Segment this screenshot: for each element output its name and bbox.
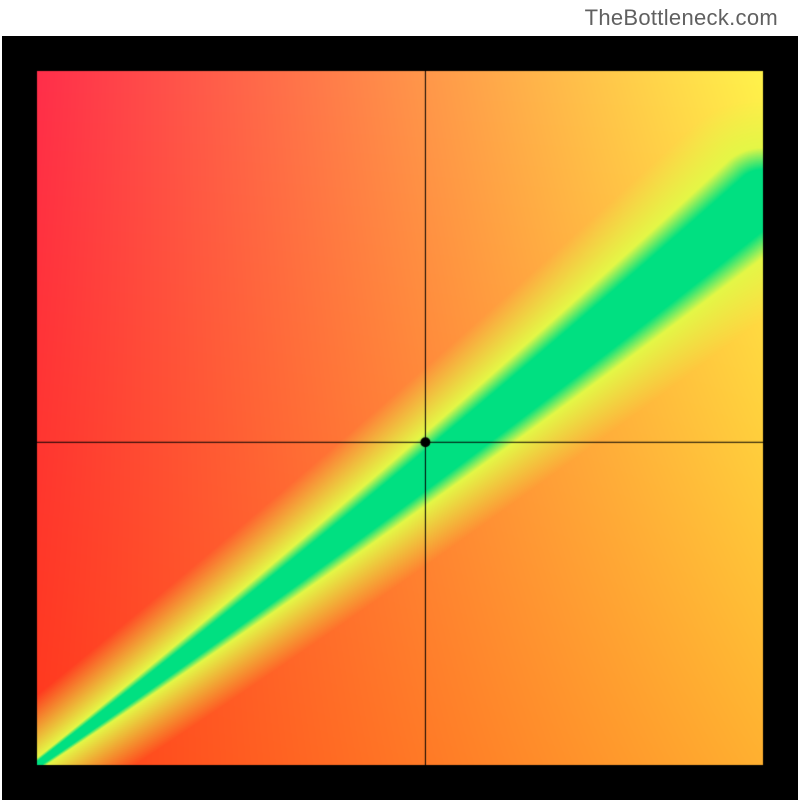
watermark-text: TheBottleneck.com	[585, 5, 778, 31]
bottleneck-heatmap	[2, 36, 798, 800]
